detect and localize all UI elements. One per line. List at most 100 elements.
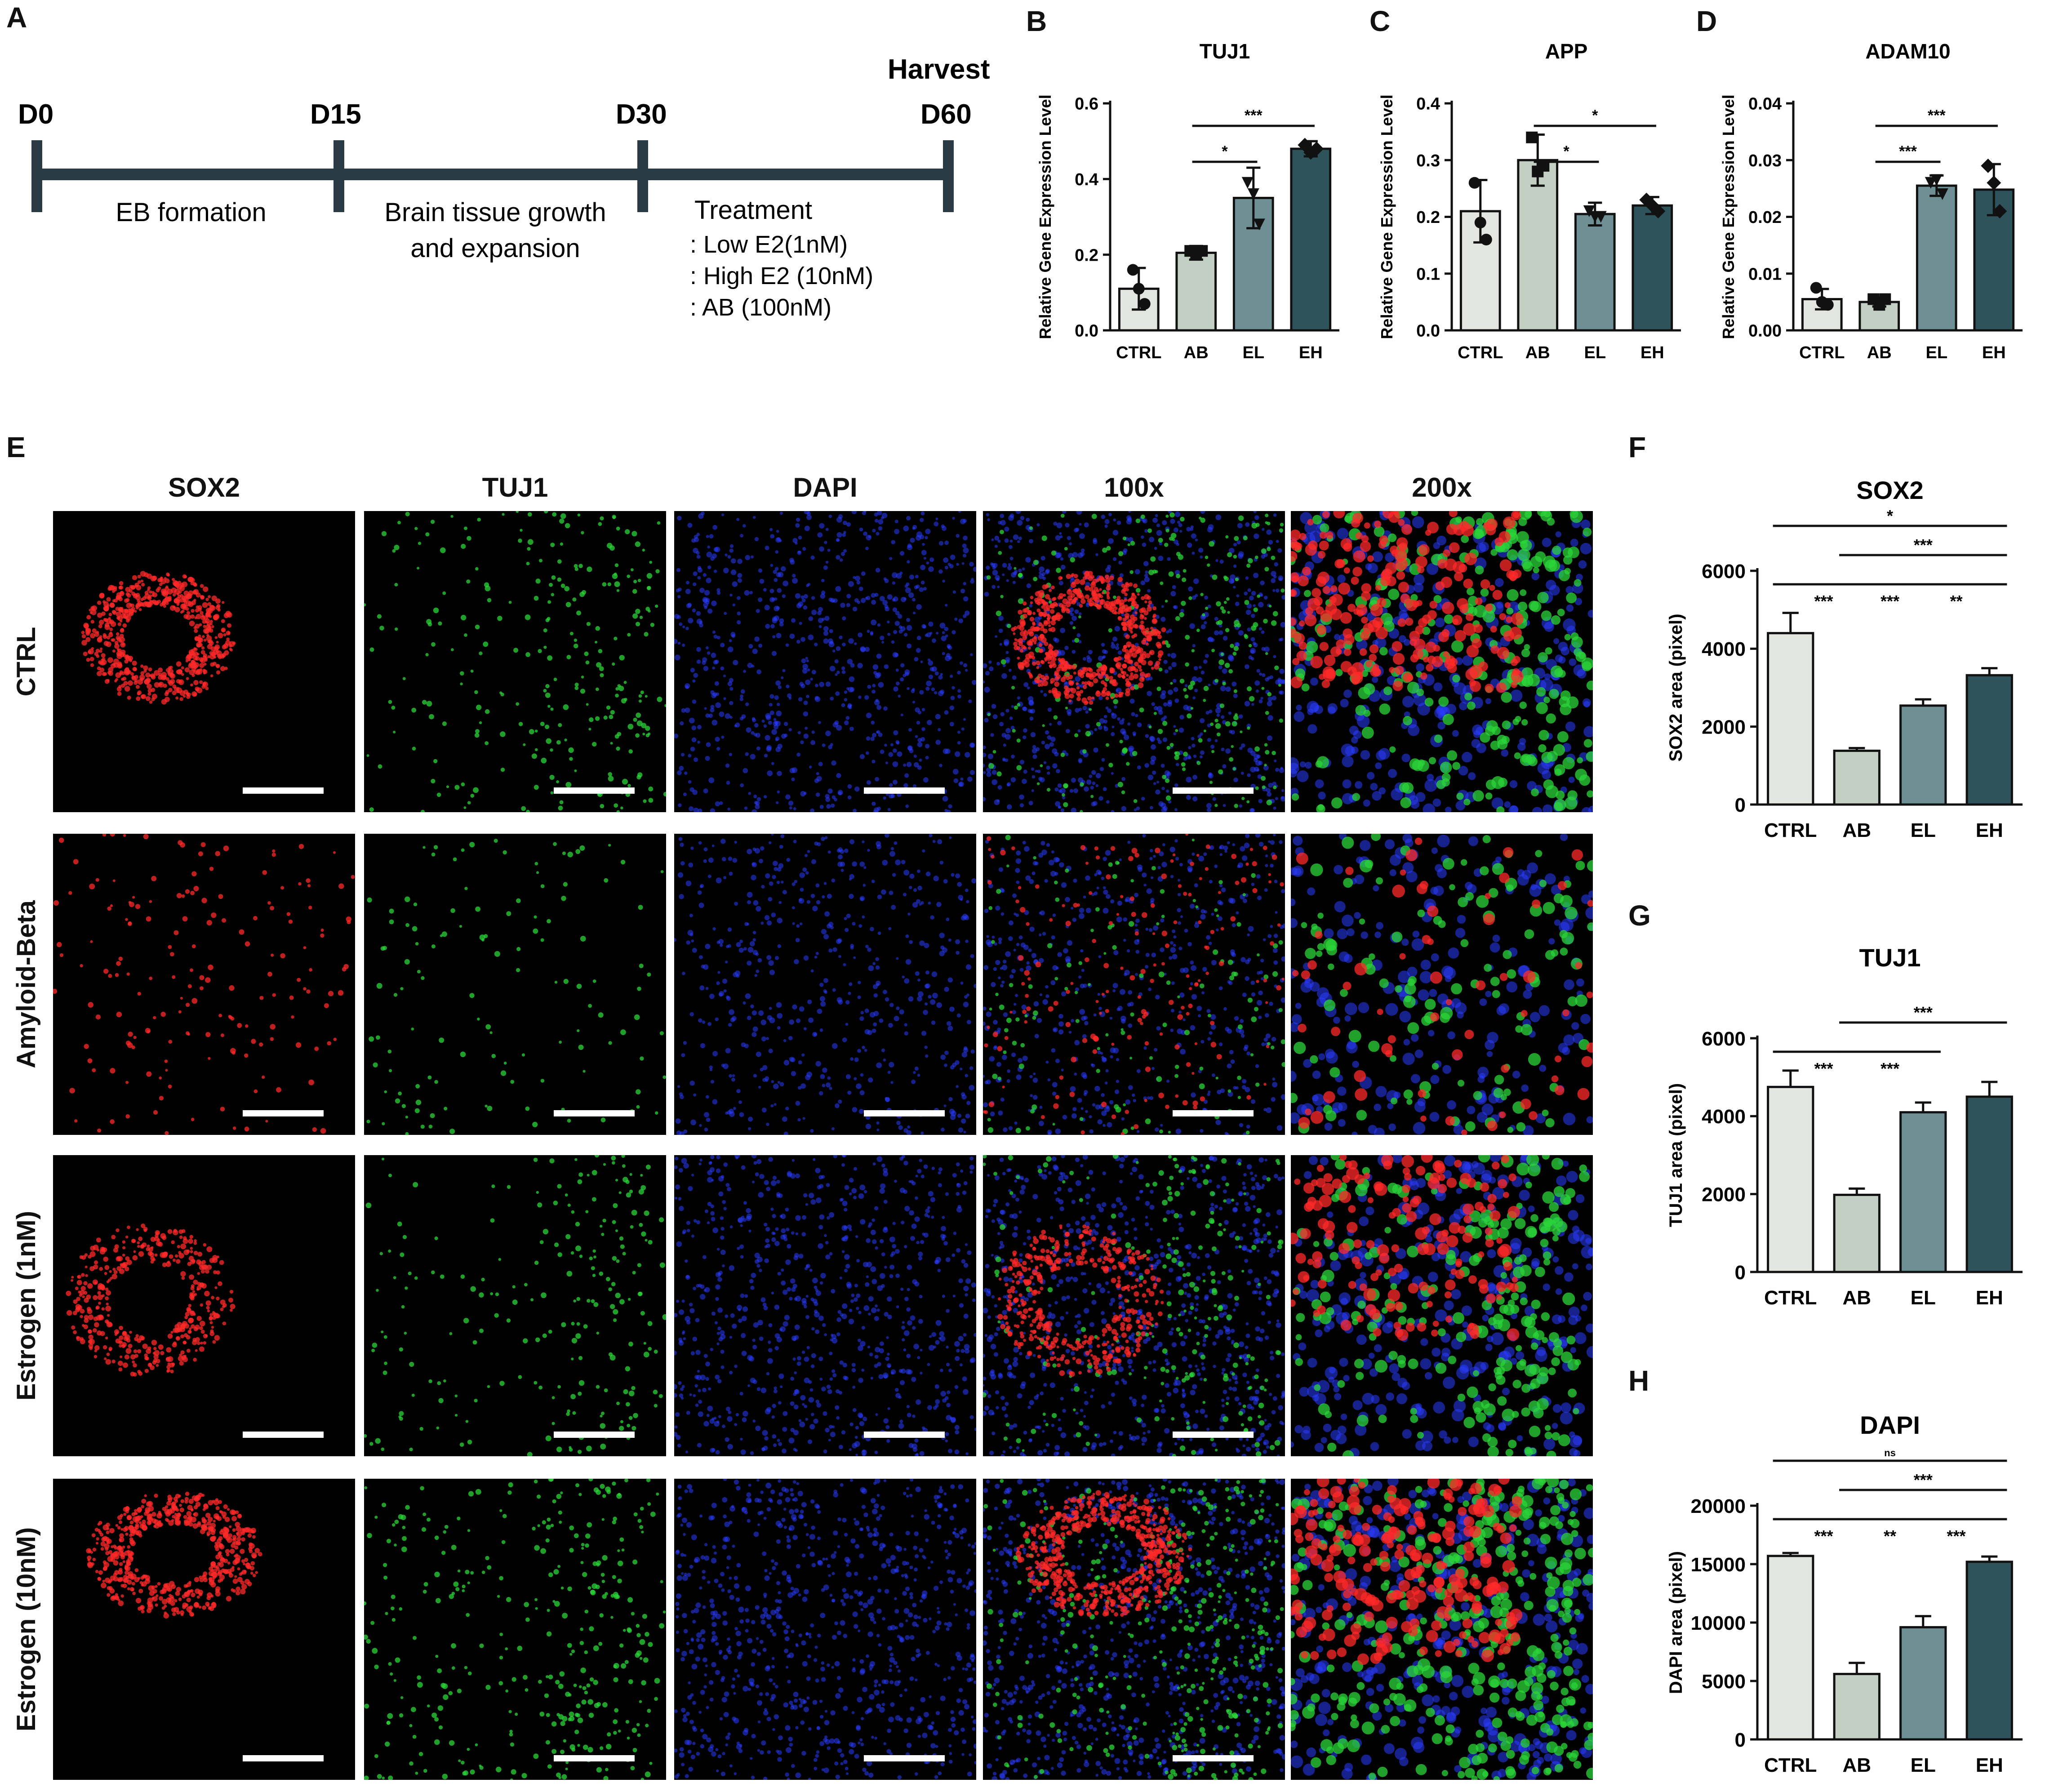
cell-tuj (475, 624, 480, 630)
timeline-day-label: D60 (920, 99, 972, 130)
cell-sox (160, 577, 163, 580)
cell-tuj (461, 544, 466, 549)
cell-dapi (1192, 796, 1198, 802)
cell-sox (1029, 617, 1035, 622)
cell-sox (1049, 589, 1052, 592)
cell-dapi (1167, 702, 1172, 707)
cell-dapi (1277, 679, 1283, 685)
cell-sox (104, 624, 110, 630)
cell-tuj (1091, 514, 1097, 519)
cell-dapi (958, 1127, 964, 1133)
cell-dapi (1204, 621, 1207, 625)
cell-dapi (1161, 605, 1164, 608)
cell-dapi (872, 684, 876, 688)
cell-dapi (1089, 774, 1093, 778)
cell-dapi (1375, 762, 1382, 769)
cell-sox (1084, 701, 1088, 705)
cell-tuj (1272, 751, 1276, 756)
cell-sox (1324, 654, 1336, 667)
cell-tuj (474, 690, 478, 694)
cell-tuj (1220, 606, 1224, 610)
cell-tuj (513, 648, 519, 653)
cell-dapi (848, 687, 854, 693)
cell-dapi (894, 653, 899, 657)
cell-sox (1330, 585, 1338, 592)
cell-tuj (1160, 581, 1164, 585)
cell-tuj (1014, 705, 1018, 710)
chart-title: TUJ1 (1859, 943, 1921, 972)
cell-dapi (1263, 765, 1269, 771)
cell-dapi (863, 531, 868, 536)
column-header: 100x (1104, 472, 1164, 502)
cell-tuj (1196, 761, 1201, 765)
cell-dapi (1080, 551, 1085, 556)
cell-dapi (1156, 530, 1162, 536)
cell-tuj (1269, 605, 1272, 608)
row-header: CTRL (12, 627, 41, 697)
cell-sox (88, 650, 91, 654)
cell-dapi (797, 731, 801, 734)
cell-dapi (926, 720, 932, 725)
cell-dapi (807, 668, 810, 671)
cell-sox (92, 628, 97, 633)
bar-el (1899, 704, 1947, 806)
cell-sox (149, 900, 152, 903)
cell-tuj (1182, 577, 1187, 583)
cell-sox (193, 885, 199, 892)
cell-sox (1068, 588, 1071, 592)
cell-tuj (1520, 753, 1532, 766)
cell-dapi (744, 806, 748, 810)
cell-sox (1047, 614, 1050, 617)
cell-dapi (1144, 763, 1149, 768)
cell-tuj (1480, 588, 1489, 597)
cell-sox (1320, 531, 1327, 539)
cell-tuj (411, 707, 417, 713)
significance-label: * (1222, 143, 1228, 160)
cell-dapi (1342, 779, 1352, 789)
cell-sox (200, 986, 204, 991)
cell-dapi (939, 764, 943, 767)
cell-tuj (1440, 761, 1452, 774)
cell-tuj (1579, 774, 1591, 786)
cell-sox (145, 677, 151, 683)
cell-dapi (952, 769, 959, 775)
cell-tuj (660, 870, 664, 873)
cell-sox (1400, 593, 1410, 604)
cell-dapi (801, 598, 806, 603)
cell-sox (123, 834, 126, 837)
cell-sox (203, 663, 207, 666)
cell-tuj (1536, 687, 1546, 697)
cell-dapi (1281, 789, 1285, 792)
cell-sox (186, 693, 190, 697)
cell-tuj (415, 1099, 422, 1105)
cell-dapi (1555, 531, 1561, 538)
cell-dapi (1485, 698, 1491, 704)
cell-dapi (1170, 653, 1177, 659)
y-tick-label: 0.03 (1748, 151, 1782, 170)
cell-dapi (904, 669, 910, 675)
cell-tuj (1557, 731, 1569, 743)
cell-sox (244, 1126, 249, 1132)
cell-sox (116, 611, 122, 617)
cell-dapi (1083, 657, 1086, 661)
cell-tuj (439, 1037, 445, 1043)
cell-sox (232, 1126, 236, 1130)
cell-sox (212, 662, 217, 666)
cell-tuj (1017, 703, 1021, 707)
cell-tuj (376, 1035, 380, 1040)
cell-tuj (1257, 594, 1260, 598)
cell-dapi (1256, 669, 1260, 673)
cell-dapi (1192, 696, 1196, 699)
cell-sox (108, 613, 112, 617)
cell-sox (1089, 674, 1094, 680)
cell-dapi (1164, 669, 1169, 674)
cell-dapi (1385, 552, 1395, 562)
cell-tuj (413, 903, 418, 907)
cell-tuj (1246, 563, 1251, 568)
cell-tuj (604, 878, 609, 883)
cell-sox (1016, 646, 1021, 650)
cell-dapi (913, 611, 916, 614)
cell-tuj (1070, 557, 1075, 563)
cell-dapi (955, 873, 960, 879)
cell-tuj (1451, 640, 1464, 653)
